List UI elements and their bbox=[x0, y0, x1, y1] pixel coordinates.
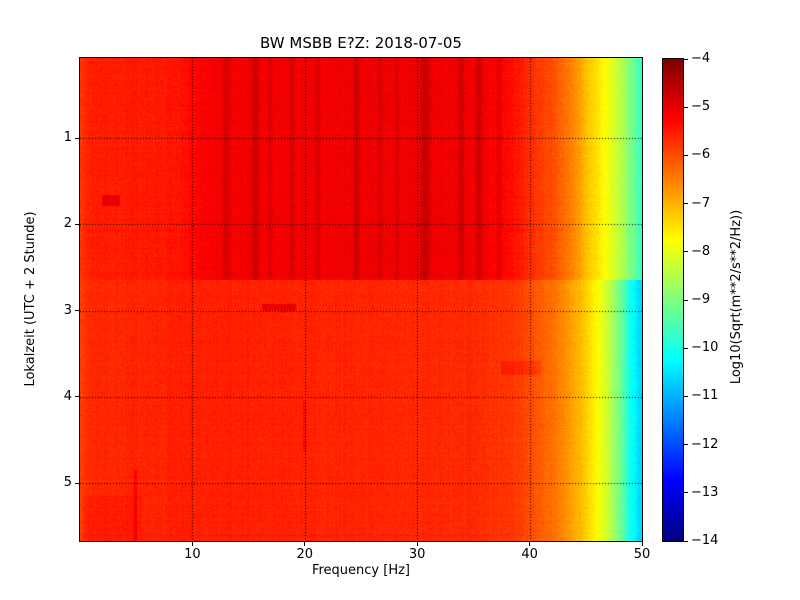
spectrogram-figure: BW MSBB E?Z: 2018-07-05 Lokalzeit (UTC +… bbox=[0, 0, 800, 600]
colorbar-tick-label: −4 bbox=[691, 51, 731, 67]
x-tick-mark bbox=[304, 542, 305, 546]
x-tick-label: 10 bbox=[172, 547, 212, 563]
colorbar-tick-label: −13 bbox=[691, 485, 731, 501]
colorbar-tick-mark bbox=[684, 396, 688, 397]
x-tick-label: 30 bbox=[397, 547, 437, 563]
x-tick-mark bbox=[417, 542, 418, 546]
colorbar-tick-label: −14 bbox=[691, 533, 731, 549]
colorbar-tick-label: −7 bbox=[691, 196, 731, 212]
spectrogram-canvas bbox=[80, 58, 642, 541]
colorbar-tick-mark bbox=[684, 444, 688, 445]
colorbar-tick-label: −8 bbox=[691, 244, 731, 260]
colorbar-tick-mark bbox=[684, 300, 688, 301]
x-tick-mark bbox=[529, 542, 530, 546]
colorbar-tick-mark bbox=[684, 348, 688, 349]
y-tick-label: 2 bbox=[44, 216, 72, 232]
y-tick-mark bbox=[75, 138, 79, 139]
colorbar-tick-mark bbox=[684, 251, 688, 252]
plot-area bbox=[79, 57, 643, 542]
colorbar-tick-mark bbox=[684, 203, 688, 204]
colorbar-tick-mark bbox=[684, 541, 688, 542]
colorbar-tick-label: −12 bbox=[691, 437, 731, 453]
y-tick-mark bbox=[75, 224, 79, 225]
x-tick-label: 50 bbox=[622, 547, 662, 563]
colorbar-tick-mark bbox=[684, 107, 688, 108]
y-tick-label: 1 bbox=[44, 130, 72, 146]
colorbar-tick-label: −6 bbox=[691, 147, 731, 163]
colorbar-tick-label: −11 bbox=[691, 388, 731, 404]
chart-title: BW MSBB E?Z: 2018-07-05 bbox=[79, 35, 643, 52]
x-tick-label: 20 bbox=[285, 547, 325, 563]
y-tick-label: 3 bbox=[44, 303, 72, 319]
y-tick-label: 5 bbox=[44, 475, 72, 491]
colorbar bbox=[662, 58, 684, 542]
y-tick-mark bbox=[75, 396, 79, 397]
colorbar-tick-label: −9 bbox=[691, 292, 731, 308]
x-axis-label: Frequency [Hz] bbox=[79, 563, 643, 579]
y-tick-mark bbox=[75, 310, 79, 311]
colorbar-canvas bbox=[663, 59, 683, 541]
y-tick-mark bbox=[75, 483, 79, 484]
y-tick-label: 4 bbox=[44, 389, 72, 405]
x-tick-mark bbox=[192, 542, 193, 546]
colorbar-tick-mark bbox=[684, 59, 688, 60]
y-axis-label: Lokalzeit (UTC + 2 Stunde) bbox=[23, 199, 39, 399]
colorbar-label: Log10(Sqrt(m**2/s**2/Hz)) bbox=[729, 177, 745, 417]
colorbar-tick-label: −10 bbox=[691, 340, 731, 356]
x-tick-mark bbox=[642, 542, 643, 546]
colorbar-tick-mark bbox=[684, 492, 688, 493]
colorbar-tick-mark bbox=[684, 155, 688, 156]
x-tick-label: 40 bbox=[510, 547, 550, 563]
colorbar-tick-label: −5 bbox=[691, 99, 731, 115]
